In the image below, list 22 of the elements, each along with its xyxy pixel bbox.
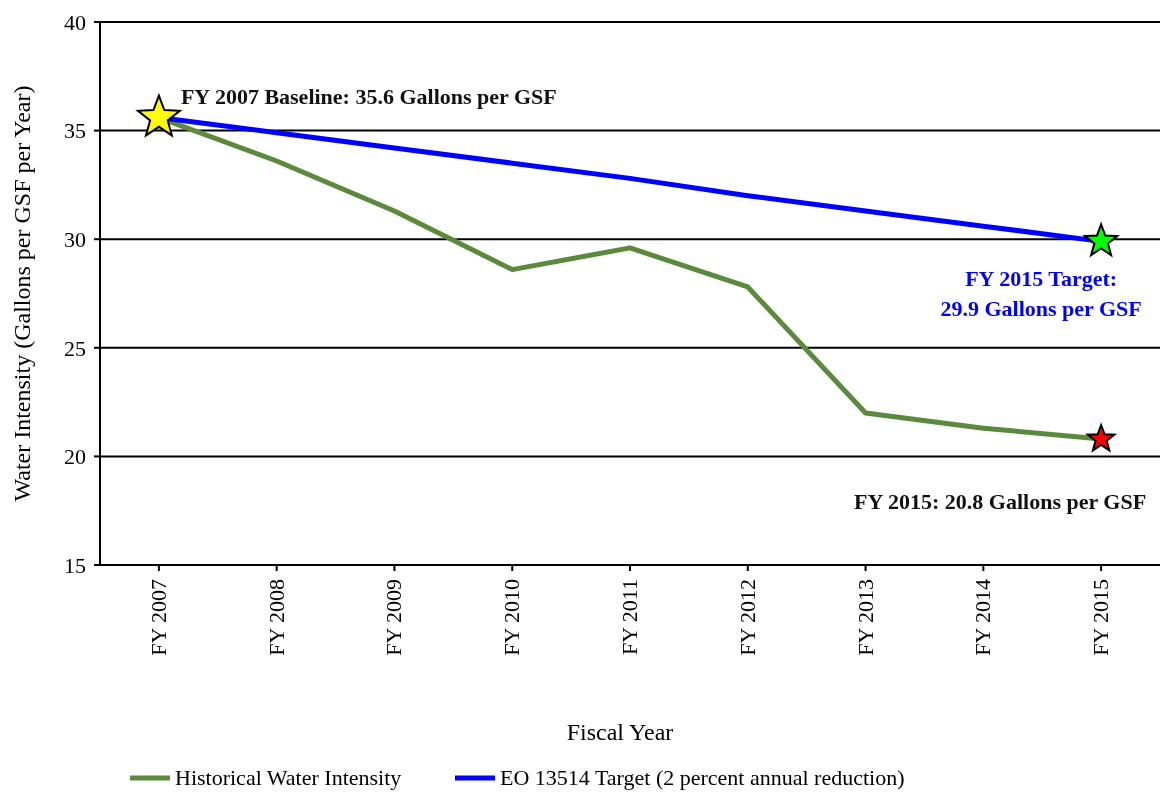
x-tick-label: FY 2007	[145, 579, 171, 656]
annotation: FY 2007 Baseline: 35.6 Gallons per GSF	[180, 83, 557, 109]
y-tick-label: 25	[64, 335, 86, 361]
annotation: FY 2015 Target: 29.9 Gallons per GSF	[940, 266, 1142, 322]
x-axis-title: Fiscal Year	[566, 719, 674, 745]
legend-label: EO 13514 Target (2 percent annual reduction)	[500, 765, 905, 790]
x-tick-label: FY 2012	[734, 579, 760, 656]
y-tick-label: 40	[64, 9, 86, 35]
y-axis-title: Water Intensity (Gallons per GSF per Year)	[9, 85, 35, 502]
legend-label: Historical Water Intensity	[175, 765, 402, 790]
annotation: FY 2015: 20.8 Gallons per GSF	[853, 489, 1147, 515]
x-tick-label: FY 2013	[852, 579, 878, 656]
x-tick-label: FY 2008	[263, 579, 289, 656]
x-tick-label: FY 2009	[381, 579, 407, 656]
x-tick-label: FY 2011	[617, 579, 642, 655]
x-tick-label: FY 2010	[499, 579, 525, 656]
y-tick-label: 30	[64, 226, 86, 252]
x-tick-label: FY 2015	[1088, 579, 1114, 656]
y-tick-label: 35	[64, 118, 86, 144]
y-tick-label: 20	[64, 444, 86, 470]
y-tick-label: 15	[64, 552, 86, 578]
x-tick-label: FY 2014	[970, 579, 996, 656]
